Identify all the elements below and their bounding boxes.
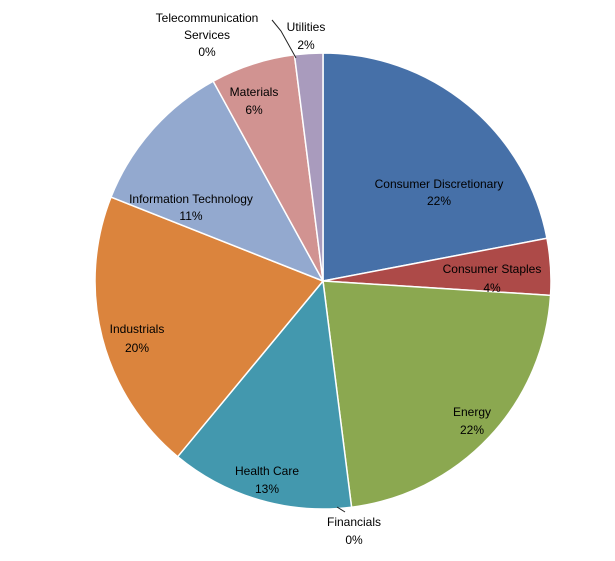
slice-label-telecommunication-services-1: Services: [184, 28, 230, 42]
pie-slice-health-care: [176, 280, 353, 510]
leader-lines: [271, 19, 346, 513]
pie-slice-industrials: [94, 196, 324, 458]
slice-value-telecommunication-services: 0%: [198, 45, 216, 59]
slice-label-financials: Financials: [327, 515, 381, 529]
pie-slice-energy: [322, 280, 552, 508]
slice-value-health-care: 13%: [255, 482, 279, 496]
pie-slice-information-technology: [110, 80, 324, 282]
slice-label-consumer-discretionary: Consumer Discretionary: [375, 177, 504, 191]
slice-label-health-care: Health Care: [235, 464, 299, 478]
slice-label-materials: Materials: [230, 85, 279, 99]
slice-label-consumer-staples: Consumer Staples: [443, 262, 542, 276]
slice-labels: Consumer Discretionary 22% Consumer Staple…: [110, 11, 542, 547]
slice-label-energy: Energy: [453, 405, 491, 419]
leader-line-telecommunication-services: [271, 19, 297, 59]
slice-value-industrials: 20%: [125, 341, 149, 355]
slice-value-energy: 22%: [460, 423, 484, 437]
slice-label-information-technology: Information Technology: [129, 192, 253, 206]
slice-value-financials: 0%: [345, 533, 363, 547]
slice-value-utilities: 2%: [297, 38, 315, 52]
slice-value-materials: 6%: [245, 103, 263, 117]
leader-line-financials: [336, 506, 346, 513]
slice-value-information-technology: 11%: [179, 209, 202, 223]
pie-slice-consumer-discretionary: [322, 52, 548, 282]
pie-slices: [94, 52, 552, 510]
slice-label-telecommunication-services-0: Telecommunication: [156, 11, 259, 25]
slice-value-consumer-staples: 4%: [483, 281, 501, 295]
slice-label-utilities: Utilities: [287, 20, 326, 34]
slice-value-consumer-discretionary: 22%: [427, 194, 451, 208]
slice-label-industrials: Industrials: [110, 322, 165, 336]
